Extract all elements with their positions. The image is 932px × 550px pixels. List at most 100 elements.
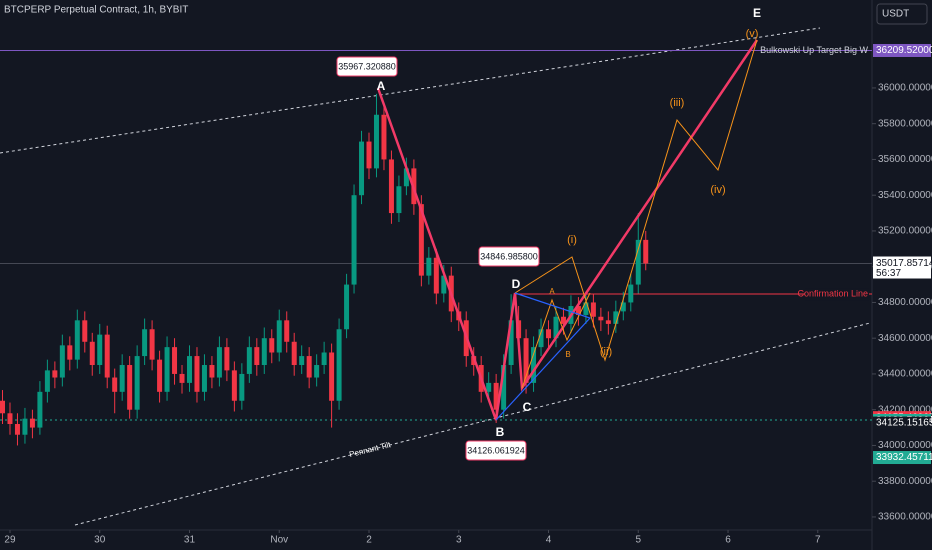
- chart-title: BTCPERP Perpetual Contract, 1h, BYBIT: [4, 5, 188, 16]
- candle-body: [531, 347, 537, 383]
- currency-button[interactable]: [876, 3, 928, 25]
- candle-body: [119, 365, 125, 392]
- candle-body: [134, 356, 140, 410]
- candle-body: [306, 356, 312, 378]
- candle-body: [441, 275, 447, 294]
- y-tick-label: 34600.000000: [878, 333, 932, 344]
- candle-body: [501, 365, 507, 410]
- candle-body: [67, 345, 73, 360]
- elliott-label: (v): [746, 28, 759, 40]
- y-tick-label: 36000.000000: [878, 83, 932, 94]
- x-tick-label: 2: [366, 535, 372, 546]
- price-label: 33932.457116: [876, 452, 932, 463]
- candle-body: [216, 347, 222, 378]
- point-label: 35967.320880: [338, 61, 396, 71]
- confirmation-label-bg: [805, 288, 869, 301]
- candle-body: [201, 365, 207, 392]
- candle-body: [291, 341, 297, 366]
- point-label-box: [478, 246, 540, 267]
- candle-body: [7, 413, 13, 424]
- candle-body: [172, 347, 178, 374]
- candle-body: [538, 329, 544, 348]
- y-tick-label: 35400.000000: [878, 190, 932, 201]
- x-tick-label: 6: [725, 535, 731, 546]
- wave-point-label: E: [753, 6, 761, 20]
- candle-body: [418, 204, 424, 276]
- price-label-box: [873, 451, 931, 465]
- candle-body: [344, 284, 350, 330]
- candle-body: [329, 352, 335, 401]
- triangle-line: [495, 292, 592, 421]
- candle-body: [44, 370, 50, 392]
- candle-body: [299, 356, 305, 366]
- wave-point-label: B: [496, 425, 505, 439]
- candle-body: [336, 329, 342, 401]
- candle-body: [635, 239, 641, 285]
- candle-body: [254, 347, 260, 366]
- price-label-box: [873, 416, 931, 430]
- elliott-line: [514, 39, 758, 362]
- x-tick-label: 29: [4, 535, 16, 546]
- candle-body: [284, 320, 290, 342]
- candle-body: [628, 284, 634, 303]
- wave-point-label: A: [377, 79, 386, 93]
- candle-body: [643, 239, 649, 264]
- candle-body: [246, 347, 252, 374]
- elliott-label: (ii): [600, 346, 612, 358]
- abc-label: A: [549, 287, 555, 296]
- candle-body: [224, 347, 230, 371]
- candle-body: [426, 257, 432, 276]
- elliott-label: (iii): [670, 97, 685, 109]
- candle-body: [373, 114, 379, 169]
- candle-body: [0, 400, 6, 414]
- candle-body: [14, 424, 20, 435]
- x-tick-label: 7: [815, 535, 821, 546]
- x-tick-label: 4: [546, 535, 552, 546]
- candle-body: [22, 418, 28, 435]
- target-label: Bulkowski Up Target Big W: [760, 45, 868, 55]
- candle-body: [486, 382, 492, 392]
- y-tick-label: 34000.000000: [878, 440, 932, 451]
- candle-body: [276, 320, 282, 353]
- x-tick-label: 5: [635, 535, 641, 546]
- countdown: 56:37: [876, 268, 901, 279]
- x-tick-label: Nov: [270, 535, 288, 546]
- currency[interactable]: USDT: [882, 9, 909, 20]
- candle-body: [37, 391, 43, 428]
- y-tick-label: 34400.000000: [878, 369, 932, 380]
- candle-body: [74, 320, 80, 360]
- candle-body: [29, 418, 35, 428]
- candle-body: [381, 114, 387, 160]
- candle-body: [142, 329, 148, 357]
- elliott-label: (iv): [710, 184, 725, 196]
- confirmation-label: Confirmation Line: [797, 288, 868, 298]
- price-label: 36209.520000: [876, 45, 932, 56]
- candle-body: [104, 334, 110, 378]
- y-tick-label: 34200.000000: [878, 404, 932, 415]
- y-tick-label: 33600.000000: [878, 512, 932, 523]
- candle-body: [164, 347, 170, 392]
- candle-body: [553, 316, 559, 339]
- candle-body: [493, 382, 499, 410]
- candle-body: [620, 302, 626, 312]
- candle-body: [321, 352, 327, 366]
- candle-body: [605, 320, 611, 324]
- channel-upper: [0, 27, 821, 154]
- candle-body: [239, 373, 245, 401]
- candle-body: [97, 334, 103, 366]
- price-label: 35017.857144: [876, 258, 932, 269]
- elliott-label: (i): [567, 234, 577, 246]
- point-label: 34846.985800: [480, 251, 538, 261]
- y-tick-label: 33800.000000: [878, 476, 932, 487]
- wave-point-label: C: [523, 400, 532, 414]
- candle-body: [209, 365, 215, 378]
- candle-body: [366, 141, 372, 169]
- candle-body: [433, 257, 439, 294]
- price-label-box: [873, 43, 931, 57]
- candle-body: [186, 356, 192, 383]
- y-tick-label: 34800.000000: [878, 297, 932, 308]
- candle-body: [149, 329, 155, 360]
- candle-body: [127, 365, 133, 410]
- candle-body: [583, 302, 589, 315]
- price-label-box: [873, 256, 931, 279]
